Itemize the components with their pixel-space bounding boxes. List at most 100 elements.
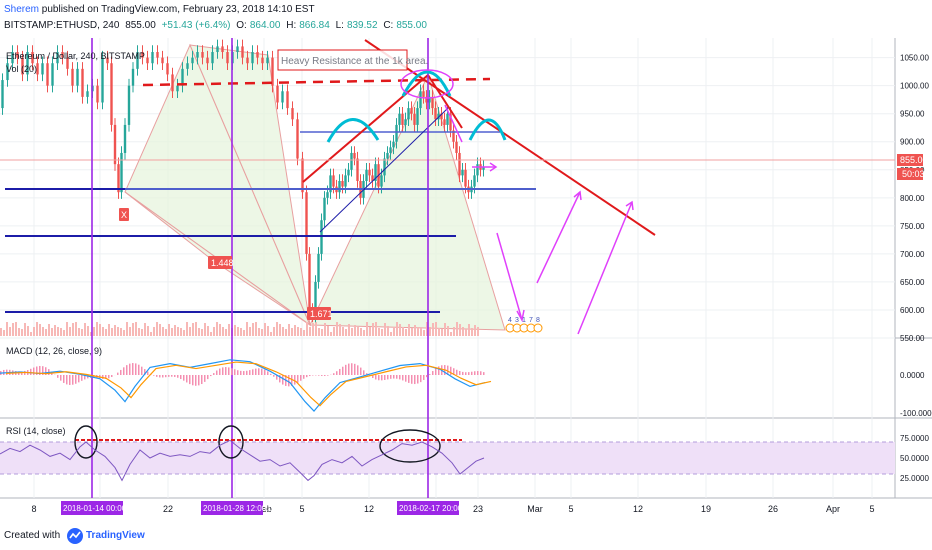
rsi-indicator[interactable] xyxy=(0,439,485,482)
candle-body xyxy=(356,158,359,181)
support-lines[interactable] xyxy=(5,131,536,313)
volume-bar xyxy=(108,324,110,336)
macd-histogram-bar xyxy=(57,375,59,378)
price-candles[interactable] xyxy=(1,39,485,323)
macd-histogram-bar xyxy=(396,375,398,379)
ohlc-line: BITSTAMP:ETHUSD, 240 855.00 +51.43 (+6.4… xyxy=(4,20,430,31)
candle-body xyxy=(1,80,4,109)
arrow-drop[interactable] xyxy=(444,104,463,143)
volume-bar xyxy=(99,324,101,336)
volume-bar xyxy=(339,324,341,336)
volume-bar xyxy=(342,327,344,336)
macd-indicator[interactable] xyxy=(0,359,492,413)
candle-body xyxy=(482,166,485,170)
volume-bar xyxy=(303,330,305,336)
macd-histogram-bar xyxy=(102,375,104,379)
arrow-up-2-head[interactable] xyxy=(625,200,634,211)
volume-bar xyxy=(414,325,416,336)
volume-bar xyxy=(372,323,374,336)
macd-histogram-bar xyxy=(174,375,176,377)
macd-histogram-bar xyxy=(111,375,113,378)
candle-body xyxy=(66,57,69,69)
candle-body xyxy=(131,68,135,86)
macd-histogram-bar xyxy=(84,375,86,380)
macd-histogram-bar xyxy=(336,371,338,375)
arrow-up-1-head[interactable] xyxy=(573,190,582,201)
candle-body xyxy=(301,158,304,193)
macd-histogram-bar xyxy=(255,368,257,375)
arrow-down-head[interactable] xyxy=(516,309,525,323)
candle-body xyxy=(401,113,404,125)
macd-histogram-bar xyxy=(180,375,182,380)
harmonic-triangle[interactable] xyxy=(309,73,506,331)
rsi-tick-label: 75.0000 xyxy=(900,434,929,443)
macd-histogram-bar xyxy=(240,370,242,375)
macd-tick-label: -100.0000 xyxy=(900,409,932,418)
volume-bar xyxy=(210,332,212,336)
macd-histogram-bar xyxy=(123,367,125,375)
tradingview-brand[interactable]: TradingView xyxy=(86,530,145,541)
publish-text: published on TradingView.com, February 2… xyxy=(41,4,315,15)
symbol-label: BITSTAMP:ETHUSD, 240 xyxy=(4,20,120,31)
volume-bar xyxy=(468,324,470,336)
tradingview-logo-icon[interactable] xyxy=(66,527,84,545)
volume-bar xyxy=(336,322,338,336)
time-tick-label: 5 xyxy=(568,504,573,514)
candle-body xyxy=(329,175,332,193)
candle-body xyxy=(434,108,437,120)
macd-pane[interactable] xyxy=(0,338,895,418)
macd-histogram-bar xyxy=(249,370,251,375)
head-ellipse[interactable] xyxy=(400,69,454,99)
macd-axis[interactable]: 0.0000 -100.0000 xyxy=(900,371,932,418)
candle-body xyxy=(440,113,443,120)
price-tick-label: 700.00 xyxy=(900,250,925,259)
pullback-line[interactable] xyxy=(427,74,463,129)
macd-histogram-bar xyxy=(303,375,305,379)
macd-histogram-bar xyxy=(63,375,65,383)
macd-histogram-bar xyxy=(480,371,482,375)
channel-line[interactable] xyxy=(319,107,449,233)
volume-bar xyxy=(417,327,419,336)
arrow-up-2[interactable] xyxy=(577,201,633,335)
volume-bar xyxy=(243,330,245,336)
head-arc[interactable] xyxy=(401,70,452,97)
volume-bar xyxy=(150,332,152,336)
volume-bar xyxy=(327,326,329,336)
annotation-callout[interactable]: Heavy Resistance at the 1k area. xyxy=(277,49,428,71)
rsi-circle[interactable] xyxy=(218,425,244,459)
rsi-circles[interactable] xyxy=(74,425,441,463)
macd-histogram-bar xyxy=(405,375,407,382)
price-axis[interactable]: 1050.001000.00950.00900.00850.00800.0075… xyxy=(900,54,929,343)
right-shoulder-arc[interactable] xyxy=(468,118,507,141)
rsi-tick-label: 25.0000 xyxy=(900,474,929,483)
rsi-circle[interactable] xyxy=(379,429,441,463)
volume-bar xyxy=(345,329,347,336)
author-link[interactable]: Sherem xyxy=(4,4,40,15)
rsi-circle[interactable] xyxy=(74,425,98,459)
volume-bar xyxy=(171,328,173,336)
volume-bar xyxy=(288,324,290,336)
volume-bar xyxy=(78,328,80,336)
volume-bar xyxy=(234,325,236,336)
projection-arrows[interactable] xyxy=(444,104,634,335)
volume-bar xyxy=(144,323,146,336)
candle-body xyxy=(371,175,374,181)
left-shoulder-arc[interactable] xyxy=(326,118,380,143)
volume-bar xyxy=(357,327,359,336)
arrow-right-head[interactable] xyxy=(489,162,498,172)
time-tick-label: 26 xyxy=(768,504,778,514)
volume-bar xyxy=(465,329,467,336)
arrow-down[interactable] xyxy=(496,232,523,321)
rsi-axis[interactable]: 75.0000 50.0000 25.0000 xyxy=(900,434,929,483)
candle-body xyxy=(101,57,104,103)
volume-bar xyxy=(447,326,449,336)
volume-bar xyxy=(456,322,458,336)
head-shoulders[interactable] xyxy=(326,70,507,143)
chart-canvas[interactable]: Heavy Resistance at the 1k area. 1.448 1… xyxy=(0,0,932,524)
arrow-up-1[interactable] xyxy=(536,191,581,284)
volume-bar xyxy=(318,328,320,336)
macd-histogram-bar xyxy=(204,375,206,382)
candle-body xyxy=(341,180,344,187)
macd-histogram-bar xyxy=(465,372,467,375)
